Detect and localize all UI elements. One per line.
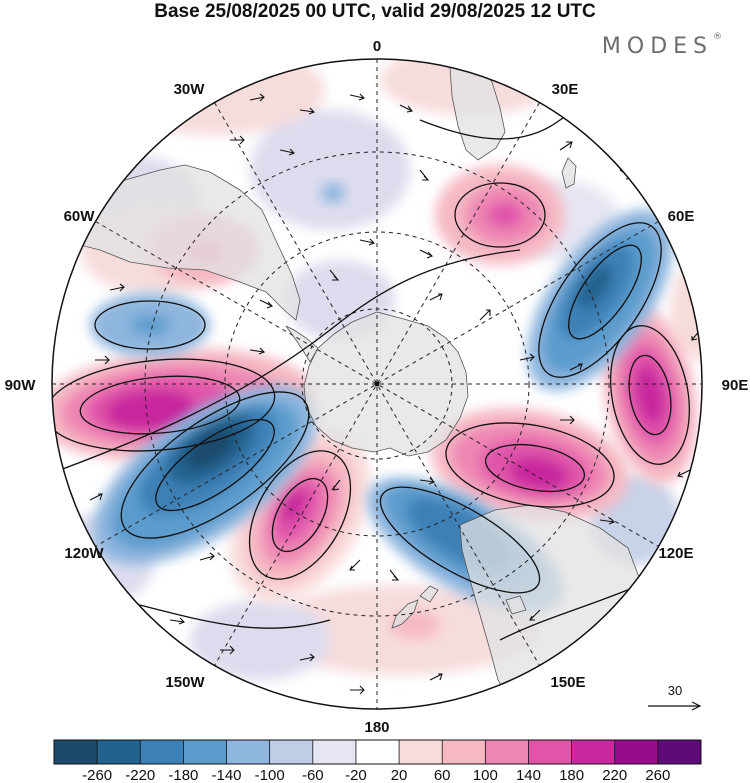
colorbar-swatch (442, 740, 486, 764)
colorbar-swatch (269, 740, 314, 764)
colorbar-tick-label: -180 (168, 767, 198, 783)
map-title: Base 25/08/2025 00 UTC, valid 29/08/2025… (154, 1, 596, 22)
lon-label-30w: 30W (174, 81, 206, 98)
colorbar-swatch (657, 740, 702, 764)
lon-label-150e: 150E (550, 674, 585, 691)
colorbar-swatch (528, 740, 572, 764)
colorbar-swatch (226, 740, 271, 764)
colorbar-swatch (399, 740, 443, 764)
vector-key: 30 (648, 683, 702, 711)
colorbar-tick-label: 100 (473, 767, 498, 783)
lon-label-60e: 60E (668, 208, 695, 225)
colorbar-swatch (485, 740, 529, 764)
colorbar-tick-label: -220 (125, 767, 155, 783)
colorbar-tick-label: -20 (345, 767, 367, 783)
registered-mark: ® (713, 32, 722, 42)
colorbar-swatch (355, 740, 400, 764)
graticule (52, 59, 702, 709)
map-border (51, 58, 703, 710)
colorbar-swatch (614, 740, 659, 764)
colorbar-swatch (183, 740, 227, 764)
lon-label-30e: 30E (552, 81, 579, 98)
lon-label-0: 0 (373, 38, 381, 55)
colorbar-swatch (140, 740, 184, 764)
longitude-labels: 0 30W 30E 60W 60E 90W 90E 120W 120E 150W… (5, 38, 749, 736)
colorbar-frame (53, 739, 702, 765)
lon-label-90e: 90E (722, 377, 749, 394)
tasmania (505, 595, 527, 615)
colorbar-tick-label: -60 (302, 767, 324, 783)
circulation-streamlines (52, 108, 691, 641)
colorbar-tick-label: -140 (212, 767, 242, 783)
lon-label-180: 180 (364, 719, 389, 736)
new-zealand-north (419, 585, 439, 603)
colorbar-tick-label: 220 (602, 767, 627, 783)
colorbar: -260 -220 -180 -140 -100 -60 -20 20 60 100 140 180 2… (53, 739, 702, 783)
south-pole-marker (374, 381, 380, 387)
map-disk (52, 59, 702, 709)
colorbar-swatch (571, 740, 616, 764)
colorbar-tick-label: 20 (391, 767, 408, 783)
lon-label-90w: 90W (5, 377, 37, 394)
colorbar-tick-label: 60 (434, 767, 451, 783)
vector-key-value: 30 (668, 683, 682, 698)
antarctic-peninsula (285, 325, 319, 363)
brand-name: MODES (601, 34, 713, 59)
colorbar-swatch (54, 740, 98, 764)
colorbar-tick-label: 260 (645, 767, 670, 783)
modes-logo: MODES® (601, 32, 722, 59)
lon-label-150w: 150W (165, 674, 205, 691)
colorbar-swatch (312, 740, 357, 764)
lon-label-120e: 120E (658, 545, 693, 562)
madagascar (561, 157, 577, 189)
lon-label-60w: 60W (64, 208, 96, 225)
antarctica (303, 311, 469, 457)
colorbar-tick-label: -100 (255, 767, 285, 783)
lon-label-120w: 120W (64, 545, 104, 562)
colorbar-swatch (97, 740, 141, 764)
colorbar-tick-label: 180 (559, 767, 584, 783)
colorbar-tick-label: 140 (516, 767, 541, 783)
colorbar-tick-label: -260 (82, 767, 112, 783)
